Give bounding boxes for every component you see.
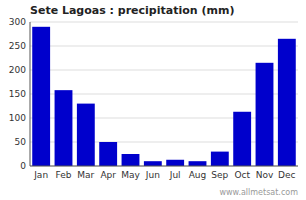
grid-line xyxy=(30,46,298,47)
bar xyxy=(189,161,207,166)
bar xyxy=(55,90,73,166)
bar xyxy=(233,112,251,166)
x-tick-label: Aug xyxy=(189,170,207,180)
title: Sete Lagoas : precipitation (mm) xyxy=(30,4,234,17)
x-tick-label: Nov xyxy=(256,170,274,180)
bar xyxy=(77,104,95,166)
y-tick-label: 250 xyxy=(9,41,26,51)
x-tick-label: Oct xyxy=(234,170,250,180)
bar xyxy=(211,152,229,166)
bar xyxy=(99,142,117,166)
x-tick-label: Jun xyxy=(145,170,160,180)
grid-line xyxy=(30,166,298,167)
x-axis: Jan Feb Mar Apr May Jun Jul Aug Sep Oct Nov Dec xyxy=(33,170,295,180)
x-tick-label: Feb xyxy=(56,170,72,180)
y-tick-label: 50 xyxy=(15,137,27,147)
bar xyxy=(256,63,274,166)
grid xyxy=(30,22,298,166)
y-tick-label: 150 xyxy=(9,89,26,99)
x-tick-label: Dec xyxy=(278,170,295,180)
watermark: www.allmetsat.com xyxy=(220,188,299,197)
x-tick-label: Mar xyxy=(77,170,94,180)
x-tick-label: Jul xyxy=(169,170,181,180)
grid-line xyxy=(30,22,298,23)
x-tick-label: Jan xyxy=(33,170,48,180)
bar xyxy=(166,160,184,166)
y-tick-label: 200 xyxy=(9,65,26,75)
bar xyxy=(278,39,296,166)
x-tick-label: May xyxy=(121,170,140,180)
bars xyxy=(32,27,296,166)
y-tick-label: 100 xyxy=(9,113,26,123)
y-tick-label: 300 xyxy=(9,17,26,27)
bar xyxy=(144,161,162,166)
y-axis: 0 50 100 150 200 250 300 xyxy=(9,17,26,171)
y-axis-line xyxy=(30,22,31,166)
x-tick-label: Sep xyxy=(211,170,228,180)
y-tick-label: 0 xyxy=(20,161,26,171)
chart: 0 50 100 150 200 250 300 Jan Feb Mar Apr May Jun Jul A… xyxy=(0,0,306,200)
chart-container: 0 50 100 150 200 250 300 Jan Feb Mar Apr May Jun Jul A… xyxy=(0,0,306,200)
x-axis-line xyxy=(30,166,298,167)
x-tick-label: Apr xyxy=(100,170,116,180)
bar xyxy=(122,154,140,166)
bar xyxy=(32,27,50,166)
